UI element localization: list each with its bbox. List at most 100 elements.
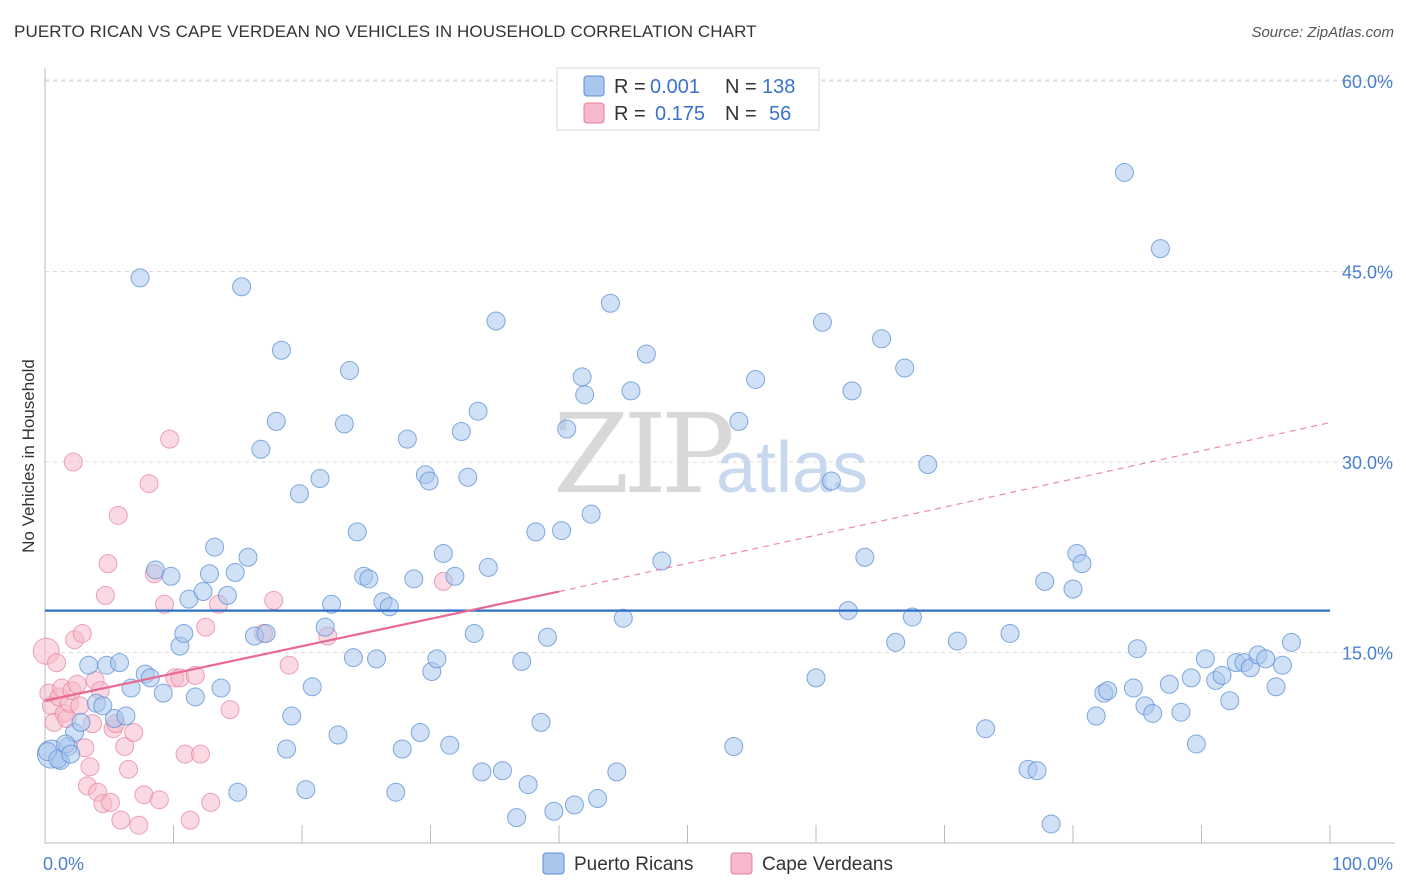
- bottom-legend-label-cape-verdeans: Cape Verdeans: [762, 854, 893, 875]
- puerto-rican-point: [228, 782, 248, 802]
- puerto-rican-point: [918, 455, 938, 475]
- cape-verdean-point: [101, 792, 121, 812]
- y-tick-label-30: 30.0%: [1342, 453, 1393, 473]
- y-tick-label-60: 60.0%: [1342, 72, 1393, 92]
- cape-verdean-point: [196, 617, 216, 637]
- legend-r-label-2: R =: [614, 103, 646, 125]
- puerto-rican-point: [1171, 702, 1191, 722]
- puerto-rican-point: [451, 422, 471, 442]
- legend-r-label-1: R =: [614, 76, 646, 98]
- puerto-rican-point: [161, 566, 181, 586]
- puerto-rican-point: [205, 537, 225, 557]
- puerto-rican-point: [652, 551, 672, 571]
- puerto-rican-point: [872, 329, 892, 349]
- puerto-rican-point: [340, 361, 360, 381]
- puerto-rican-point: [232, 277, 252, 297]
- puerto-rican-point: [1256, 649, 1276, 669]
- puerto-rican-point: [217, 585, 237, 605]
- puerto-rican-point: [1063, 579, 1083, 599]
- puerto-rican-point: [193, 582, 213, 602]
- cape-verdean-point: [201, 792, 221, 812]
- watermark: ZIP atlas: [553, 390, 868, 518]
- puerto-rican-point: [1220, 691, 1240, 711]
- puerto-rican-point: [199, 564, 219, 584]
- cape-verdean-point: [124, 723, 144, 743]
- puerto-rican-point: [289, 484, 309, 504]
- legend-swatch-pink: [583, 102, 605, 124]
- puerto-rican-point: [472, 762, 492, 782]
- puerto-rican-point: [552, 521, 572, 541]
- puerto-rican-point: [185, 687, 205, 707]
- puerto-rican-point: [427, 649, 447, 669]
- puerto-rican-point: [334, 414, 354, 434]
- puerto-rican-point: [821, 471, 841, 491]
- watermark-zip: ZIP: [553, 390, 732, 518]
- legend-n-label-1: N =: [725, 76, 757, 98]
- bottom-legend-label-puerto-ricans: Puerto Ricans: [574, 854, 693, 875]
- legend-n-value-1: 138: [762, 76, 795, 98]
- cape-verdean-point: [119, 759, 139, 779]
- puerto-rican-point: [277, 739, 297, 759]
- puerto-rican-point: [440, 735, 460, 755]
- puerto-rican-point: [507, 808, 527, 828]
- cape-verdean-point: [98, 554, 118, 574]
- puerto-rican-point: [636, 344, 656, 364]
- puerto-rican-point: [557, 419, 577, 439]
- puerto-rican-point: [1086, 706, 1106, 726]
- cape-verdean-point: [80, 757, 100, 777]
- bottom-legend-swatch-cape-verdeans: [730, 852, 753, 875]
- cape-verdean-point: [155, 594, 175, 614]
- puerto-rican-point: [1159, 674, 1179, 694]
- puerto-rican-point: [478, 557, 498, 577]
- cape-verdean-point: [63, 452, 83, 472]
- puerto-rican-point: [575, 385, 595, 405]
- cape-verdean-point: [264, 590, 284, 610]
- puerto-rican-point: [310, 469, 330, 489]
- puerto-rican-point: [397, 429, 417, 449]
- puerto-rican-point: [238, 547, 258, 567]
- puerto-rican-point: [976, 719, 996, 739]
- puerto-rican-point: [1266, 677, 1286, 697]
- puerto-rican-point: [531, 712, 551, 732]
- puerto-rican-point: [1072, 554, 1092, 574]
- puerto-rican-point: [71, 712, 91, 732]
- puerto-rican-point: [343, 648, 363, 668]
- puerto-rican-point: [302, 677, 322, 697]
- puerto-rican-point: [153, 683, 173, 703]
- cape-verdean-point: [139, 474, 159, 494]
- puerto-rican-point: [724, 736, 744, 756]
- puerto-rican-point: [296, 780, 316, 800]
- puerto-rican-point: [1123, 678, 1143, 698]
- puerto-rican-point: [328, 725, 348, 745]
- puerto-rican-point: [116, 706, 136, 726]
- puerto-rican-point: [842, 381, 862, 401]
- puerto-rican-point: [282, 706, 302, 726]
- cape-verdean-point: [70, 696, 90, 716]
- puerto-rican-point: [588, 789, 608, 809]
- cape-verdean-trend-line: [44, 590, 560, 702]
- x-tick-label-0: 0.0%: [43, 854, 84, 874]
- puerto-rican-point: [729, 411, 749, 431]
- puerto-rican-point: [902, 607, 922, 627]
- puerto-rican-point: [211, 678, 231, 698]
- cape-verdean-point: [180, 810, 200, 830]
- cape-verdean-point: [129, 815, 149, 835]
- cape-verdean-point: [111, 810, 131, 830]
- cape-verdean-point: [95, 585, 115, 605]
- chart-title: PUERTO RICAN VS CAPE VERDEAN NO VEHICLES…: [14, 22, 757, 41]
- puerto-rican-point: [315, 617, 335, 637]
- puerto-rican-point: [600, 293, 620, 313]
- cape-verdean-point: [190, 744, 210, 764]
- puerto-rican-point: [347, 522, 367, 542]
- cape-verdean-point: [47, 653, 67, 673]
- puerto-rican-point: [1212, 665, 1232, 685]
- puerto-rican-point: [445, 566, 465, 586]
- source-label: Source: ZipAtlas.com: [1251, 24, 1394, 41]
- puerto-rican-point: [464, 623, 484, 643]
- puerto-rican-point: [1150, 239, 1170, 259]
- puerto-rican-point: [93, 696, 113, 716]
- puerto-rican-point: [746, 369, 766, 389]
- puerto-rican-point: [947, 631, 967, 651]
- puerto-rican-point: [544, 801, 564, 821]
